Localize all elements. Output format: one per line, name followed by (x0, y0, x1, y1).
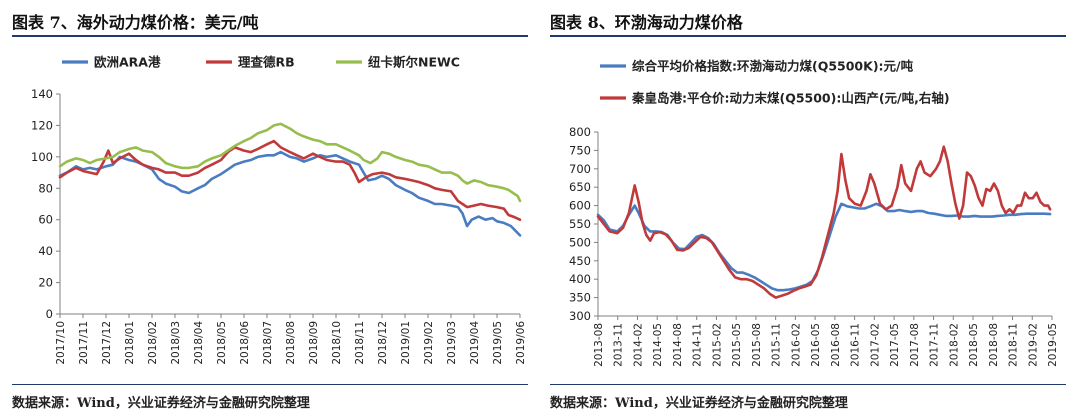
y-tick-label: 750 (569, 143, 591, 157)
y-tick-label: 100 (31, 150, 53, 164)
y-tick-label: 650 (569, 180, 591, 194)
x-tick-label: 2016-08 (830, 323, 842, 367)
right-source-rule (550, 384, 1066, 385)
x-tick-label: 2019/01 (400, 321, 412, 365)
x-tick-label: 2018/12 (377, 321, 389, 365)
y-tick-label: 500 (569, 235, 591, 249)
y-tick-label: 450 (569, 254, 591, 268)
x-tick-label: 2018/03 (170, 321, 182, 365)
series-line (58, 150, 522, 237)
right-chart-panel: 图表 8、环渤海动力煤价格 综合平均价格指数:环渤海动力煤(Q5500K):元/… (550, 0, 1076, 416)
x-tick-label: 2018/09 (308, 321, 320, 365)
x-tick-label: 2019-02 (1027, 323, 1039, 367)
left-source-note: 数据来源：Wind，兴业证券经济与金融研究院整理 (12, 396, 310, 411)
y-tick-label: 20 (38, 276, 53, 290)
x-tick-label: 2018/07 (262, 321, 274, 365)
x-tick-label: 2018-02 (948, 323, 960, 367)
x-tick-label: 2017-02 (869, 323, 881, 367)
y-tick-label: 140 (31, 87, 53, 101)
x-tick-label: 2018-08 (988, 323, 1000, 367)
overseas-coal-price-chart: 欧洲ARA港 理查德RB 纽卡斯尔NEWC 0 20 40 60 80 100 120 140 201… (31, 55, 527, 365)
x-tick-label: 2017-05 (889, 323, 901, 367)
x-tick-label: 2014-11 (692, 323, 704, 367)
right-source-note: 数据来源：Wind，兴业证券经济与金融研究院整理 (550, 396, 848, 411)
x-tick-label: 2015-05 (731, 323, 743, 367)
y-tick-label: 400 (569, 272, 591, 286)
left-chart-panel: 图表 7、海外动力煤价格：美元/吨 欧洲ARA港 理查德RB 纽卡斯尔NEWC 0 20… (12, 0, 538, 416)
x-tick-label: 2019/06 (515, 321, 527, 365)
x-tick-label: 2018/10 (331, 321, 343, 365)
y-tick-label: 700 (569, 162, 591, 176)
x-tick-label: 2017-08 (909, 323, 921, 367)
x-tick-label: 2016-05 (810, 323, 822, 367)
x-tick-label: 2018/08 (285, 321, 297, 365)
x-tick-label: 2013-08 (593, 323, 605, 367)
x-tick-label: 2016-02 (790, 323, 802, 367)
x-tick-label: 2018/04 (193, 321, 205, 365)
x-tick-label: 2019/05 (492, 321, 504, 365)
x-tick-label: 2018-05 (968, 323, 980, 367)
left-source-rule (12, 384, 528, 385)
right-title-rule (550, 35, 1066, 37)
y-tick-label: 350 (569, 291, 591, 305)
right-chart-title: 图表 8、环渤海动力煤价格 (550, 13, 743, 32)
x-tick-label: 2018-11 (1008, 323, 1020, 367)
y-tick-label: 800 (569, 125, 591, 139)
x-tick-label: 2014-08 (672, 323, 684, 367)
y-tick-label: 0 (46, 307, 53, 321)
y-tick-label: 60 (38, 213, 53, 227)
legend-label: 秦皇岛港:平仓价:动力末煤(Q5500):山西产(元/吨,右轴) (631, 91, 950, 106)
legend-label: 理查德RB (238, 55, 295, 70)
x-tick-label: 2015-11 (771, 323, 783, 367)
left-title-rule (12, 35, 528, 37)
bohai-coal-price-chart: 综合平均价格指数:环渤海动力煤(Q5500K):元/吨秦皇岛港:平仓价:动力末煤… (569, 59, 1059, 367)
x-tick-label: 2019-05 (1047, 323, 1059, 367)
x-tick-label: 2015-08 (751, 323, 763, 367)
y-tick-label: 80 (38, 181, 53, 195)
x-tick-label: 2017/11 (78, 321, 90, 365)
y-tick-label: 550 (569, 217, 591, 231)
x-tick-label: 2018/11 (354, 321, 366, 365)
x-tick-label: 2017/12 (101, 321, 113, 365)
y-tick-label: 600 (569, 199, 591, 213)
x-tick-label: 2018/06 (239, 321, 251, 365)
series-line (58, 139, 522, 221)
series-line (58, 122, 522, 203)
x-tick-label: 2013-11 (613, 323, 625, 367)
x-tick-label: 2017/10 (55, 321, 67, 365)
legend-label: 欧洲ARA港 (94, 55, 161, 70)
x-tick-label: 2018/02 (147, 321, 159, 365)
y-tick-label: 300 (569, 309, 591, 323)
left-chart-title: 图表 7、海外动力煤价格：美元/吨 (12, 13, 259, 32)
x-tick-label: 2019/02 (423, 321, 435, 365)
series-line (596, 145, 1052, 299)
legend-label: 综合平均价格指数:环渤海动力煤(Q5500K):元/吨 (632, 59, 914, 74)
x-tick-label: 2019/04 (469, 321, 481, 365)
y-tick-label: 40 (38, 244, 53, 258)
x-tick-label: 2018/01 (124, 321, 136, 365)
x-tick-label: 2016-11 (850, 323, 862, 367)
x-tick-label: 2014-02 (632, 323, 644, 367)
y-tick-label: 120 (31, 118, 53, 132)
x-tick-label: 2014-05 (652, 323, 664, 367)
x-tick-label: 2018/05 (216, 321, 228, 365)
legend-label: 纽卡斯尔NEWC (368, 55, 460, 70)
x-tick-label: 2017-11 (929, 323, 941, 367)
x-tick-label: 2015-02 (711, 323, 723, 367)
x-tick-label: 2019/03 (446, 321, 458, 365)
